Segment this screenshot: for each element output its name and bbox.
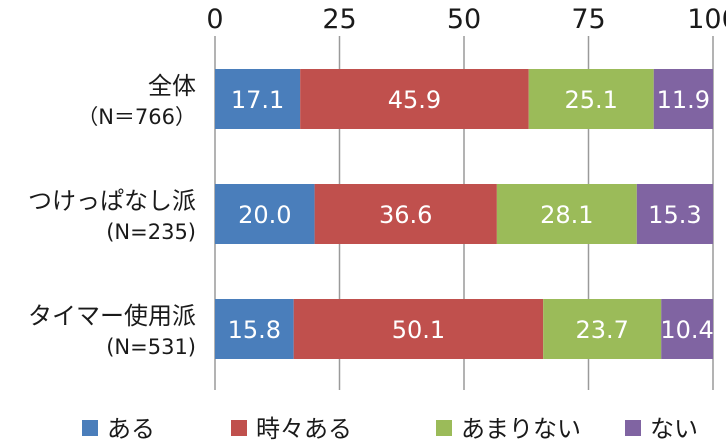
bar-segment (496, 184, 637, 244)
category-label: 全体 (148, 72, 196, 100)
bar-segment (215, 69, 301, 129)
bar-segment (528, 69, 654, 129)
bar-segment (653, 69, 713, 129)
data-label: 15.8 (228, 316, 281, 344)
legend-label: あまりない (461, 415, 581, 443)
data-label: 17.1 (231, 86, 284, 114)
legend-label: ない (650, 415, 698, 443)
data-label: 45.9 (388, 86, 441, 114)
bar-segment (636, 184, 713, 244)
data-label: 11.9 (657, 86, 710, 114)
data-label: 50.1 (392, 316, 445, 344)
data-label: 10.4 (660, 316, 713, 344)
data-label: 28.1 (540, 201, 593, 229)
category-label: つけっぱなし派 (28, 187, 196, 215)
legend-swatch (82, 420, 98, 436)
legend: ある 時々ある あまりない ない (82, 415, 698, 443)
x-tick-label: 75 (571, 4, 605, 35)
bar-segment (661, 299, 713, 359)
legend-swatch (625, 420, 641, 436)
legend-label: ある (107, 415, 155, 443)
category-sample-size: （N＝766） (77, 105, 196, 129)
legend-swatch (436, 420, 452, 436)
category-sample-size: (N=531) (106, 335, 196, 359)
data-label: 20.0 (238, 201, 291, 229)
bar-segment (293, 299, 544, 359)
data-label: 25.1 (565, 86, 618, 114)
bar-segment (300, 69, 529, 129)
category-sample-size: (N=235) (106, 220, 196, 244)
data-label: 15.3 (648, 201, 701, 229)
x-axis-ticks: 0 25 50 75 100 (206, 4, 726, 35)
data-label: 36.6 (379, 201, 432, 229)
bar-segment (215, 299, 294, 359)
x-tick-label: 100 (687, 4, 726, 35)
legend-swatch (231, 420, 247, 436)
category-labels: 全体 （N＝766） つけっぱなし派 (N=235) タイマー使用派 (N=531) (28, 72, 196, 359)
bars: 17.1 45.9 25.1 11.9 20.0 36.6 28.1 15.3 15.8 50.1… (215, 69, 714, 359)
x-tick-label: 50 (447, 4, 481, 35)
data-label: 23.7 (575, 316, 628, 344)
x-tick-label: 25 (322, 4, 356, 35)
x-tick-label: 0 (206, 4, 223, 35)
bar-segment (314, 184, 497, 244)
category-label: タイマー使用派 (28, 302, 196, 330)
bar-segment (215, 184, 315, 244)
bar-segment (543, 299, 662, 359)
legend-label: 時々ある (256, 415, 352, 443)
